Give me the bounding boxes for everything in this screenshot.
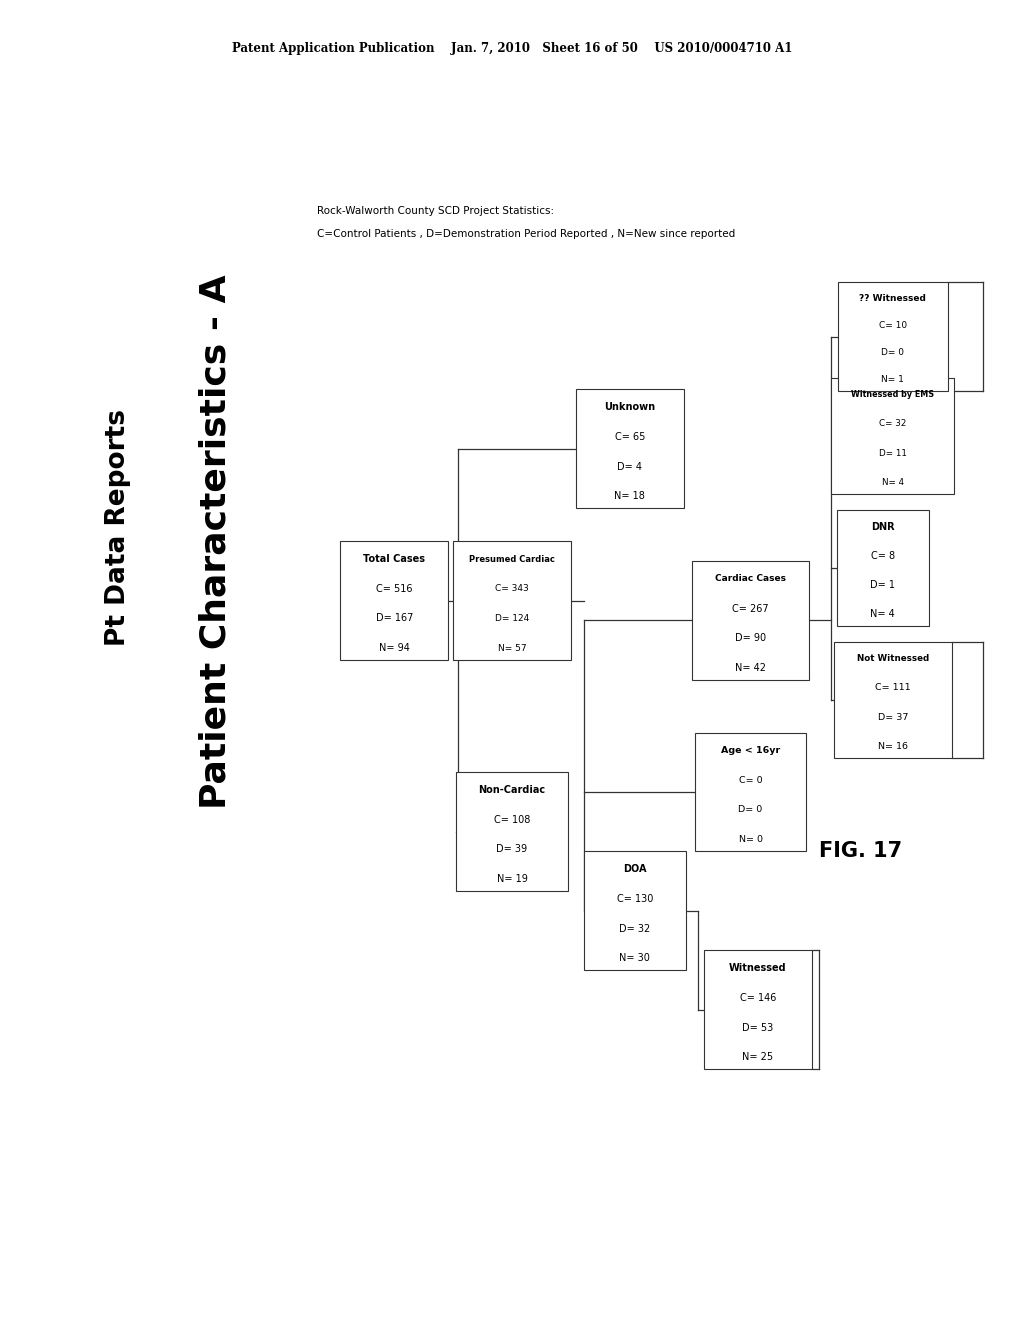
Text: D= 90: D= 90 <box>735 634 766 643</box>
Text: C= 343: C= 343 <box>496 585 528 593</box>
Text: C= 130: C= 130 <box>616 894 653 904</box>
Text: C= 32: C= 32 <box>880 420 906 429</box>
Text: C= 516: C= 516 <box>376 583 413 594</box>
Text: N= 1: N= 1 <box>882 375 904 384</box>
Text: C= 0: C= 0 <box>738 776 763 784</box>
FancyBboxPatch shape <box>695 733 806 851</box>
Text: N= 4: N= 4 <box>882 478 904 487</box>
Text: D= 0: D= 0 <box>882 348 904 358</box>
Text: Non-Cardiac: Non-Cardiac <box>478 785 546 795</box>
Text: C= 65: C= 65 <box>614 432 645 442</box>
Text: DOA: DOA <box>624 865 646 874</box>
Text: C= 146: C= 146 <box>739 993 776 1003</box>
Text: Pt Data Reports: Pt Data Reports <box>104 409 131 647</box>
FancyBboxPatch shape <box>340 541 449 660</box>
FancyBboxPatch shape <box>584 851 686 970</box>
Text: N= 42: N= 42 <box>735 663 766 673</box>
Text: Presumed Cardiac: Presumed Cardiac <box>469 554 555 564</box>
Text: N= 25: N= 25 <box>742 1052 773 1063</box>
Text: C= 267: C= 267 <box>732 603 769 614</box>
Text: D= 37: D= 37 <box>878 713 908 722</box>
Text: DNR: DNR <box>870 521 895 532</box>
Text: D= 124: D= 124 <box>495 614 529 623</box>
Text: Total Cases: Total Cases <box>364 554 425 564</box>
Text: N= 0: N= 0 <box>738 836 763 843</box>
Text: Unknown: Unknown <box>604 403 655 412</box>
Text: D= 4: D= 4 <box>617 462 642 471</box>
FancyBboxPatch shape <box>837 510 929 626</box>
Text: N= 16: N= 16 <box>878 742 908 751</box>
Text: Witnessed by EMS: Witnessed by EMS <box>851 391 935 400</box>
Text: N= 57: N= 57 <box>498 644 526 652</box>
Text: N= 94: N= 94 <box>379 643 410 653</box>
FancyBboxPatch shape <box>692 561 809 680</box>
Text: N= 30: N= 30 <box>620 953 650 964</box>
FancyBboxPatch shape <box>838 282 948 391</box>
Text: D= 1: D= 1 <box>870 579 895 590</box>
Text: D= 32: D= 32 <box>620 924 650 933</box>
Text: C= 111: C= 111 <box>876 684 910 693</box>
FancyBboxPatch shape <box>575 389 684 508</box>
Text: Patient Characteristics - A: Patient Characteristics - A <box>198 273 232 809</box>
Text: D= 11: D= 11 <box>879 449 907 458</box>
Text: N= 18: N= 18 <box>614 491 645 502</box>
FancyBboxPatch shape <box>456 772 568 891</box>
Text: N= 19: N= 19 <box>497 874 527 884</box>
Text: C= 8: C= 8 <box>870 550 895 561</box>
FancyBboxPatch shape <box>831 378 954 494</box>
Text: FIG. 17: FIG. 17 <box>818 841 902 862</box>
FancyBboxPatch shape <box>705 950 811 1069</box>
Text: Rock-Walworth County SCD Project Statistics:: Rock-Walworth County SCD Project Statist… <box>317 206 555 216</box>
Text: D= 0: D= 0 <box>738 805 763 814</box>
Text: Age < 16yr: Age < 16yr <box>721 746 780 755</box>
FancyBboxPatch shape <box>834 642 952 758</box>
Text: C=Control Patients , D=Demonstration Period Reported , N=New since reported: C=Control Patients , D=Demonstration Per… <box>317 228 735 239</box>
Text: ?? Witnessed: ?? Witnessed <box>859 294 927 304</box>
Text: D= 39: D= 39 <box>497 845 527 854</box>
Text: Witnessed: Witnessed <box>729 964 786 973</box>
Text: C= 108: C= 108 <box>494 814 530 825</box>
Text: Cardiac Cases: Cardiac Cases <box>715 574 786 583</box>
Text: D= 53: D= 53 <box>742 1023 773 1032</box>
Text: Not Witnessed: Not Witnessed <box>857 655 929 664</box>
Text: D= 167: D= 167 <box>376 614 413 623</box>
Text: N= 4: N= 4 <box>870 609 895 619</box>
Text: C= 10: C= 10 <box>879 321 907 330</box>
Text: Patent Application Publication    Jan. 7, 2010   Sheet 16 of 50    US 2010/00047: Patent Application Publication Jan. 7, 2… <box>231 42 793 55</box>
FancyBboxPatch shape <box>453 541 571 660</box>
